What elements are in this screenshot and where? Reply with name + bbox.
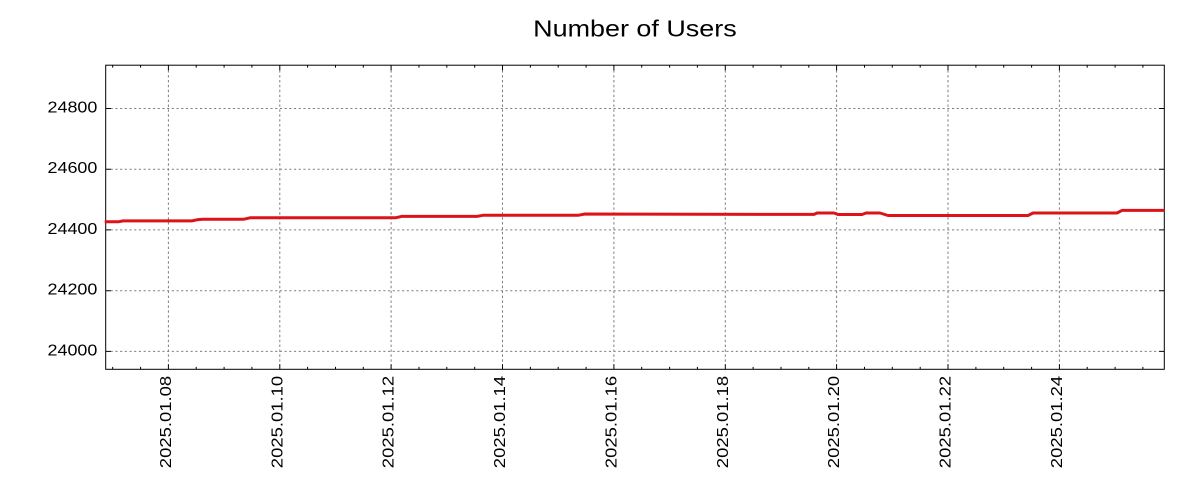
- svg-text:2025.01.22: 2025.01.22: [938, 376, 955, 469]
- svg-text:Number of Users: Number of Users: [533, 16, 737, 42]
- svg-text:2025.01.10: 2025.01.10: [269, 376, 286, 469]
- svg-text:2025.01.24: 2025.01.24: [1049, 376, 1066, 469]
- svg-text:24000: 24000: [48, 342, 98, 359]
- svg-text:2025.01.16: 2025.01.16: [603, 376, 620, 469]
- svg-text:2025.01.20: 2025.01.20: [826, 376, 843, 469]
- svg-text:2025.01.14: 2025.01.14: [492, 376, 509, 469]
- svg-text:24800: 24800: [48, 99, 98, 116]
- svg-text:24600: 24600: [48, 160, 98, 177]
- svg-text:2025.01.12: 2025.01.12: [381, 376, 398, 469]
- svg-text:2025.01.18: 2025.01.18: [715, 376, 732, 469]
- svg-text:24200: 24200: [48, 282, 98, 299]
- svg-text:24400: 24400: [48, 221, 98, 238]
- svg-text:2025.01.08: 2025.01.08: [158, 376, 175, 469]
